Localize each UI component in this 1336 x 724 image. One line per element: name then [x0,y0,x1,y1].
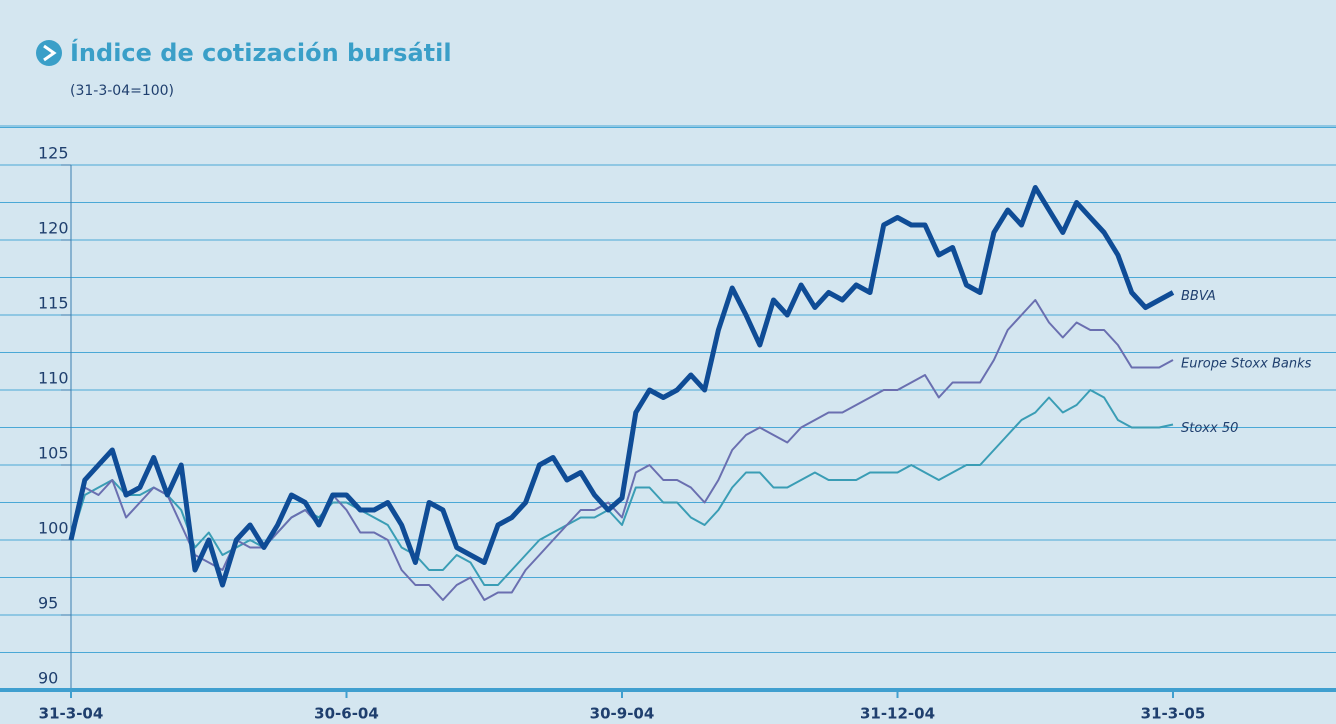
x-tick-label: 31-12-04 [860,705,935,723]
chart-subtitle: (31-3-04=100) [70,83,174,99]
y-tick-label: 110 [38,369,69,388]
title-icon-arrow [43,44,57,62]
y-tick-label: 120 [38,219,69,238]
series-line [70,389,1174,586]
y-tick-label: 90 [38,669,58,688]
legend-label: Stoxx 50 [1181,421,1238,436]
chart-title: Índice de cotización bursátil [70,38,452,67]
title-icon [36,40,62,66]
x-tick-label: 30-9-04 [590,705,655,723]
series-line [70,299,1174,601]
y-tick-label: 95 [38,594,58,613]
x-tick-label: 31-3-05 [1141,705,1206,723]
series-line [68,185,1175,588]
x-tick-label: 31-3-04 [39,705,104,723]
y-tick-label: 115 [38,294,69,313]
legend-label: Europe Stoxx Banks [1181,357,1312,372]
x-tick-label: 30-6-04 [314,705,379,723]
y-tick-label: 125 [38,144,69,163]
y-tick-label: 105 [38,444,69,463]
y-tick-label: 100 [38,519,69,538]
legend-label: BBVA [1181,289,1216,304]
